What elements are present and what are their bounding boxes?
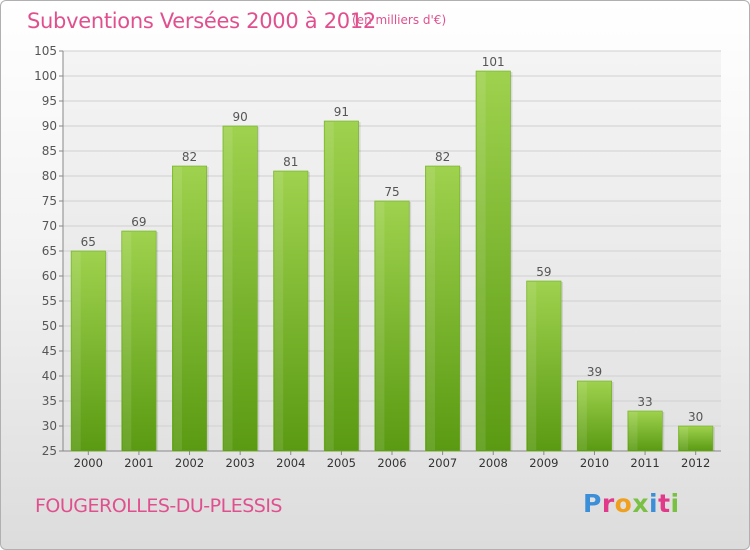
data-label: 69 xyxy=(131,215,146,229)
bar xyxy=(374,200,410,452)
chart-title: Subventions Versées 2000 à 2012 xyxy=(27,9,376,33)
x-tick-label: 2002 xyxy=(175,456,204,470)
bar-highlight xyxy=(375,202,385,450)
x-tick-label: 2004 xyxy=(276,456,305,470)
bar xyxy=(576,380,612,452)
x-tick-label: 2006 xyxy=(377,456,406,470)
x-tick-label: 2007 xyxy=(428,456,457,470)
data-label: 30 xyxy=(688,410,703,424)
bar xyxy=(526,280,562,452)
logo-letter: t xyxy=(658,489,671,518)
y-tick-label: 80 xyxy=(42,169,57,183)
bar xyxy=(273,170,309,452)
y-tick-label: 60 xyxy=(42,269,57,283)
data-label: 65 xyxy=(81,235,96,249)
bar-highlight xyxy=(223,127,233,450)
bar-highlight xyxy=(477,72,486,450)
x-tick-label: 2000 xyxy=(74,456,103,470)
data-label: 33 xyxy=(637,395,652,409)
y-tick-label: 35 xyxy=(42,394,57,408)
x-tick-label: 2009 xyxy=(529,456,558,470)
bar xyxy=(425,165,461,452)
bar-highlight xyxy=(578,382,587,450)
y-tick-label: 55 xyxy=(42,294,57,308)
data-label: 82 xyxy=(435,150,450,164)
bar xyxy=(475,70,511,452)
bar-highlight xyxy=(527,282,537,450)
bar-highlight xyxy=(173,167,182,450)
data-label: 75 xyxy=(384,185,399,199)
logo-letter: x xyxy=(632,489,649,518)
y-tick-label: 30 xyxy=(42,419,57,433)
y-tick-label: 95 xyxy=(42,94,57,108)
y-tick-label: 45 xyxy=(42,344,57,358)
y-tick-label: 90 xyxy=(42,119,57,133)
logo-letter: r xyxy=(601,489,615,518)
commune-name: FOUGEROLLES-DU-PLESSIS xyxy=(35,495,283,517)
bar xyxy=(323,120,359,452)
bar-highlight xyxy=(325,122,334,450)
bar-highlight xyxy=(72,252,81,450)
y-tick-label: 100 xyxy=(34,69,57,83)
y-tick-label: 65 xyxy=(42,244,57,258)
bar-highlight xyxy=(426,167,436,450)
bar-highlight xyxy=(628,412,638,450)
data-label: 101 xyxy=(482,55,505,69)
logo-letter: i xyxy=(670,489,680,518)
data-label: 90 xyxy=(233,110,248,124)
logo-letter: o xyxy=(614,489,633,518)
y-tick-label: 40 xyxy=(42,369,57,383)
logo-letter: i xyxy=(649,489,659,518)
bar xyxy=(121,230,157,452)
bar xyxy=(627,410,663,452)
y-tick-label: 25 xyxy=(42,444,57,458)
bar-highlight xyxy=(679,427,689,450)
x-tick-label: 2005 xyxy=(327,456,356,470)
x-tick-label: 2008 xyxy=(479,456,508,470)
y-tick-label: 50 xyxy=(42,319,57,333)
bar xyxy=(678,425,714,452)
x-tick-label: 2003 xyxy=(226,456,255,470)
x-tick-label: 2011 xyxy=(630,456,659,470)
y-tick-label: 75 xyxy=(42,194,57,208)
x-tick-label: 2012 xyxy=(681,456,710,470)
data-label: 59 xyxy=(536,265,551,279)
bar xyxy=(222,125,258,452)
logo-letter: P xyxy=(583,489,602,518)
y-tick-label: 70 xyxy=(42,219,57,233)
bar-highlight xyxy=(274,172,284,450)
bar-highlight xyxy=(122,232,132,450)
bar xyxy=(70,250,106,452)
y-tick-label: 85 xyxy=(42,144,57,158)
data-label: 91 xyxy=(334,105,349,119)
data-label: 39 xyxy=(587,365,602,379)
x-tick-label: 2010 xyxy=(580,456,609,470)
chart-unit-note: (en milliers d'€) xyxy=(352,13,447,27)
y-tick-label: 105 xyxy=(34,44,57,58)
bar xyxy=(172,165,208,452)
data-label: 82 xyxy=(182,150,197,164)
data-label: 81 xyxy=(283,155,298,169)
proxiti-logo: Proxiti xyxy=(583,489,680,518)
x-tick-label: 2001 xyxy=(124,456,153,470)
